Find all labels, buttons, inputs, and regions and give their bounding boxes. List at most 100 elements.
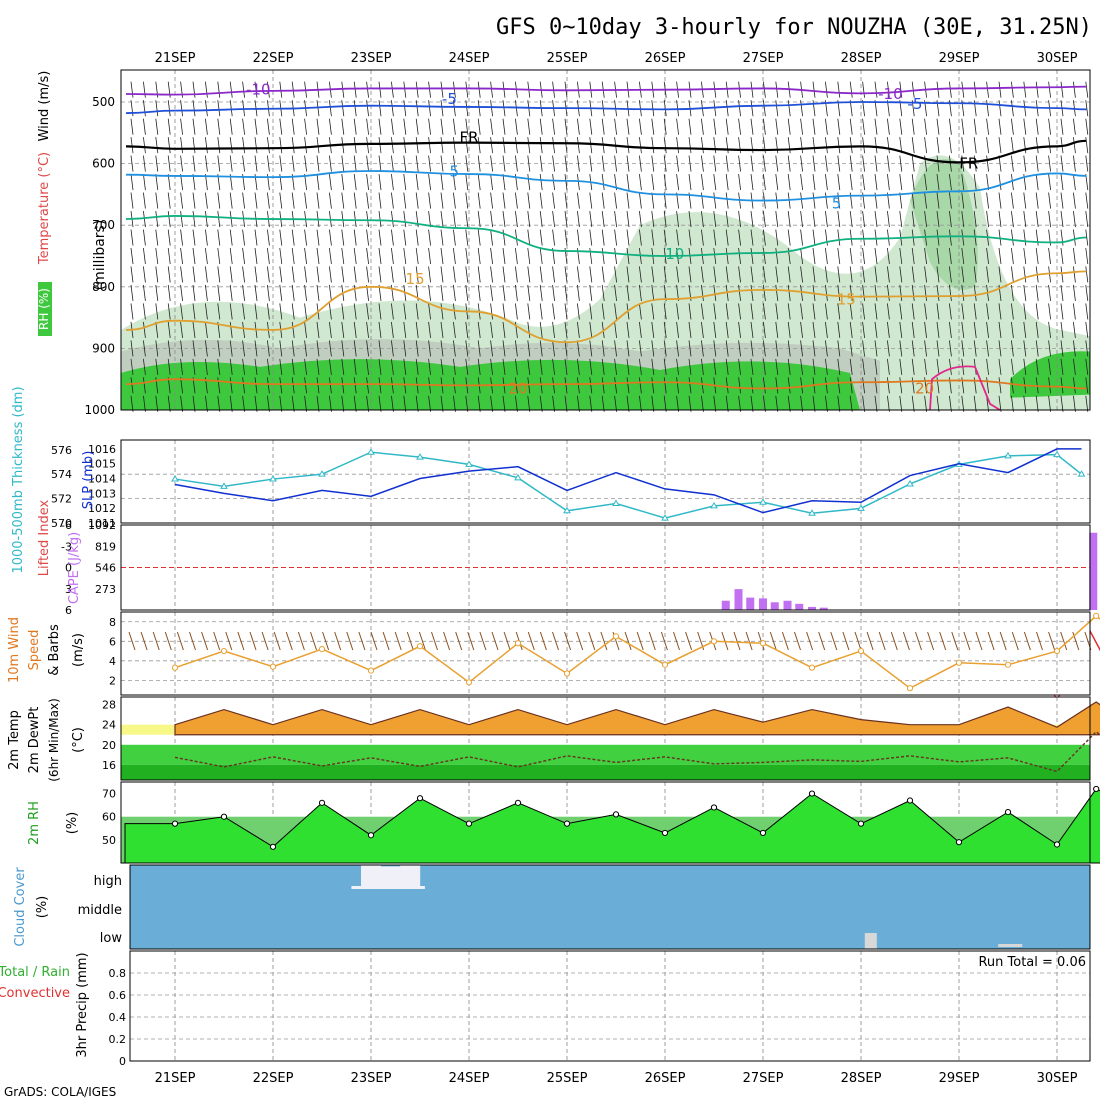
- wind-barb: [279, 118, 283, 135]
- wind-barb: [999, 631, 1007, 651]
- temp-band-green: [121, 744, 1090, 765]
- wind-label-b: Speed: [27, 630, 42, 671]
- wind-barb: [849, 137, 853, 154]
- wind-barb: [465, 81, 469, 98]
- wind-barb: [440, 81, 444, 98]
- wind-speed-line-marker: [710, 638, 718, 645]
- wind-barb: [428, 174, 431, 191]
- date-tick-top: 24SEP: [449, 51, 490, 66]
- wind-barb: [403, 377, 407, 394]
- wind-barb: [663, 118, 667, 135]
- wind-barb: [688, 266, 692, 283]
- wind-barb: [465, 395, 469, 412]
- wind-barb: [825, 192, 828, 209]
- wind-barb: [515, 118, 518, 135]
- wind-barb: [192, 266, 196, 283]
- wind-barb: [490, 174, 493, 191]
- wind-barb: [688, 358, 692, 375]
- wind-barb: [589, 210, 593, 228]
- wind-barb: [924, 247, 927, 265]
- wind-barb: [415, 266, 419, 283]
- wind-barb: [676, 303, 679, 320]
- wind-barb: [673, 631, 680, 651]
- wind-barb: [254, 340, 258, 357]
- cloud-low-bar: [864, 933, 877, 949]
- wind-barb: [899, 210, 903, 228]
- wind-barb: [564, 303, 568, 320]
- cloud-level-label: high: [94, 874, 122, 889]
- wind-barb: [477, 266, 481, 283]
- wind-barb: [143, 229, 146, 246]
- wind-barb: [998, 229, 1002, 246]
- wind-barb: [167, 118, 171, 135]
- wind-barb: [378, 321, 382, 338]
- wind-barb: [428, 303, 431, 320]
- contour-label: 15: [837, 291, 856, 309]
- wind-barb: [130, 81, 134, 98]
- wind-barb: [651, 155, 655, 172]
- wind-barb: [515, 247, 518, 265]
- precip-tick: 0.8: [109, 967, 127, 980]
- wind-speed-line-marker: [612, 633, 620, 640]
- wind-barb: [626, 266, 630, 283]
- wind-barb: [837, 340, 841, 357]
- contour-label: 20: [508, 379, 527, 397]
- wind-barb: [291, 247, 295, 265]
- wind-barb: [192, 229, 196, 246]
- wind-barb: [285, 631, 293, 651]
- wind-barb: [1085, 395, 1089, 412]
- dewpoint-line: [174, 730, 1100, 773]
- temperature-axis-label: Temperature (°C): [37, 152, 52, 265]
- wind-barb: [237, 631, 245, 651]
- wind-barb: [564, 358, 568, 375]
- wind-barb: [874, 358, 878, 375]
- wind-barb: [440, 303, 444, 320]
- wind-barb: [205, 155, 208, 172]
- wind-barb: [651, 266, 655, 283]
- wind-barb: [986, 174, 989, 191]
- date-tick-top: 22SEP: [253, 51, 294, 66]
- wind-barb: [961, 229, 965, 246]
- wind-barb: [763, 321, 766, 338]
- wind-barb: [229, 137, 233, 154]
- wind-barb: [453, 284, 456, 302]
- wind-barb: [639, 192, 642, 209]
- wind-tick: 4: [109, 655, 116, 668]
- wind-barb: [192, 210, 196, 228]
- pressure-tick-label: 600: [92, 157, 115, 171]
- wind-barb: [143, 321, 146, 338]
- wind-barb: [936, 174, 940, 191]
- wind-barb: [713, 395, 717, 412]
- rh-marker: [955, 839, 963, 846]
- wind-barb: [329, 358, 332, 375]
- wind-barb: [961, 118, 965, 135]
- wind-barb: [849, 284, 853, 302]
- wind-barb: [887, 321, 890, 338]
- wind-barb: [378, 155, 382, 172]
- wind-barb: [1036, 631, 1043, 651]
- pressure-tick-label: 900: [92, 341, 115, 355]
- wind-barb: [812, 100, 816, 117]
- wind-barb: [515, 210, 518, 228]
- wind-barb: [899, 81, 903, 98]
- rh-tick: 60: [102, 811, 116, 824]
- wind-barb: [601, 395, 605, 412]
- wind-barb: [818, 631, 826, 651]
- wind-barb: [490, 192, 493, 209]
- thickness-line-marker: [318, 470, 326, 477]
- date-tick-bottom: 28SEP: [841, 1071, 882, 1086]
- wind-label-c: & Barbs: [47, 624, 62, 676]
- wind-barb: [217, 210, 221, 228]
- wind-barb: [491, 631, 499, 651]
- wind-barb: [329, 192, 332, 209]
- rh-marker: [367, 832, 375, 839]
- wind-barb: [316, 284, 320, 302]
- wind-barb: [1048, 192, 1051, 209]
- wind-barb: [1035, 137, 1039, 154]
- wind-barb: [961, 266, 965, 283]
- temperature-contour: [125, 378, 1087, 390]
- wind-barb: [254, 303, 258, 320]
- wind-barb: [1035, 303, 1039, 320]
- wind-barb: [738, 266, 741, 283]
- wind-barb: [577, 303, 580, 320]
